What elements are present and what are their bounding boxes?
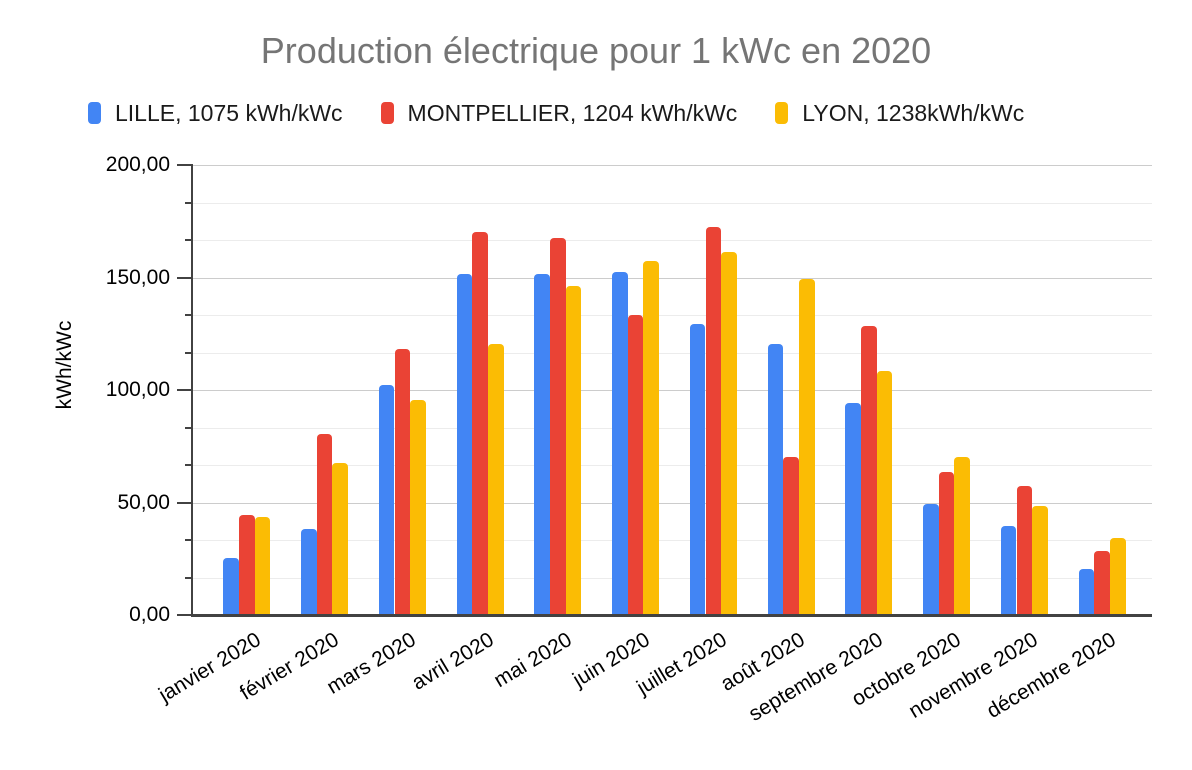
minor-gridline xyxy=(193,427,1152,429)
bar-lille-décembre-2020 xyxy=(1078,569,1095,614)
bar-montpellier-août-2020 xyxy=(783,456,799,614)
bar-lille-novembre-2020 xyxy=(1000,526,1017,614)
minor-gridline xyxy=(193,315,1152,316)
bar-lille-août-2020 xyxy=(767,344,784,614)
minor-axis-tick xyxy=(185,201,193,204)
minor-axis-tick xyxy=(185,539,193,541)
bar-lyon-décembre-2020 xyxy=(1109,537,1126,614)
major-axis-tick xyxy=(177,614,193,616)
legend: LILLE, 1075 kWh/kWc MONTPELLIER, 1204 kWh… xyxy=(88,96,1024,130)
y-axis-tick-label: 200,00 xyxy=(105,153,170,176)
major-axis-tick xyxy=(177,164,193,166)
legend-swatch-icon xyxy=(380,102,394,124)
bar-montpellier-juillet-2020 xyxy=(705,227,722,614)
legend-label: LILLE, 1075 kWh/kWc xyxy=(115,99,343,126)
bar-montpellier-octobre-2020 xyxy=(938,472,955,614)
minor-gridline xyxy=(193,352,1152,354)
y-axis-line xyxy=(191,165,193,617)
bar-lille-juillet-2020 xyxy=(689,323,706,614)
minor-axis-tick xyxy=(185,351,193,354)
minor-gridline xyxy=(193,202,1152,204)
minor-gridline xyxy=(193,540,1152,541)
minor-axis-tick xyxy=(185,576,193,579)
bar-montpellier-novembre-2020 xyxy=(1016,485,1033,614)
major-gridline xyxy=(193,165,1152,166)
minor-axis-tick xyxy=(185,314,193,316)
bar-montpellier-avril-2020 xyxy=(472,231,488,614)
bar-lyon-octobre-2020 xyxy=(954,456,971,614)
minor-gridline xyxy=(193,240,1152,241)
y-axis-title: kWh/kWc xyxy=(53,320,76,410)
legend-swatch-icon xyxy=(88,102,101,124)
bar-lyon-juillet-2020 xyxy=(721,251,737,614)
y-axis-tick-label: 50,00 xyxy=(117,490,170,514)
bar-montpellier-mai-2020 xyxy=(550,238,566,614)
y-axis-tick-label: 0,00 xyxy=(129,603,170,626)
bar-lille-octobre-2020 xyxy=(923,503,939,614)
bar-montpellier-février-2020 xyxy=(316,434,333,614)
x-axis-label-décembre-2020: décembre 2020 xyxy=(983,628,1120,723)
bar-lyon-août-2020 xyxy=(798,278,815,614)
bar-lyon-septembre-2020 xyxy=(876,371,893,614)
bar-lille-juin-2020 xyxy=(612,272,628,614)
bar-lille-septembre-2020 xyxy=(845,402,861,614)
bar-lille-février-2020 xyxy=(301,528,317,614)
major-gridline xyxy=(193,277,1152,279)
major-axis-tick xyxy=(177,276,193,279)
bar-lyon-mai-2020 xyxy=(565,285,582,614)
y-axis-tick-label: 100,00 xyxy=(105,378,170,401)
chart-title: Production électrique pour 1 kWc en 2020 xyxy=(260,30,932,71)
bar-lyon-janvier-2020 xyxy=(254,517,271,614)
legend-item-montpellier: MONTPELLIER, 1204 kWh/kWc xyxy=(380,99,738,127)
legend-item-lyon: LYON, 1238kWh/kWc xyxy=(775,100,1024,127)
major-gridline xyxy=(193,502,1152,504)
bar-lyon-novembre-2020 xyxy=(1032,506,1048,614)
bar-lyon-juin-2020 xyxy=(643,260,660,614)
minor-axis-tick xyxy=(185,239,193,241)
legend-label: MONTPELLIER, 1204 kWh/kWc xyxy=(407,99,738,126)
bar-lyon-mars-2020 xyxy=(410,400,426,614)
bar-montpellier-mars-2020 xyxy=(394,348,411,614)
legend-swatch-icon xyxy=(775,102,789,124)
major-axis-tick xyxy=(177,389,193,391)
legend-label: LYON, 1238kWh/kWc xyxy=(802,99,1025,126)
minor-axis-tick xyxy=(185,426,193,429)
bar-montpellier-juin-2020 xyxy=(627,314,644,614)
major-gridline xyxy=(193,390,1152,391)
bar-montpellier-janvier-2020 xyxy=(239,515,255,614)
bar-lille-janvier-2020 xyxy=(223,557,239,614)
x-axis-line xyxy=(191,614,1152,617)
bar-lille-mars-2020 xyxy=(378,384,395,614)
minor-gridline xyxy=(193,465,1152,466)
bar-montpellier-septembre-2020 xyxy=(861,326,877,614)
major-axis-tick xyxy=(177,501,193,504)
bar-montpellier-décembre-2020 xyxy=(1094,551,1110,614)
bar-lyon-février-2020 xyxy=(332,463,349,614)
y-axis-tick-label: 150,00 xyxy=(105,265,170,289)
bar-lille-mai-2020 xyxy=(534,274,550,614)
legend-item-lille: LILLE, 1075 kWh/kWc xyxy=(88,100,343,127)
bar-lyon-avril-2020 xyxy=(487,344,504,614)
minor-gridline xyxy=(193,577,1152,579)
minor-axis-tick xyxy=(185,464,193,466)
bar-lille-avril-2020 xyxy=(456,274,473,614)
